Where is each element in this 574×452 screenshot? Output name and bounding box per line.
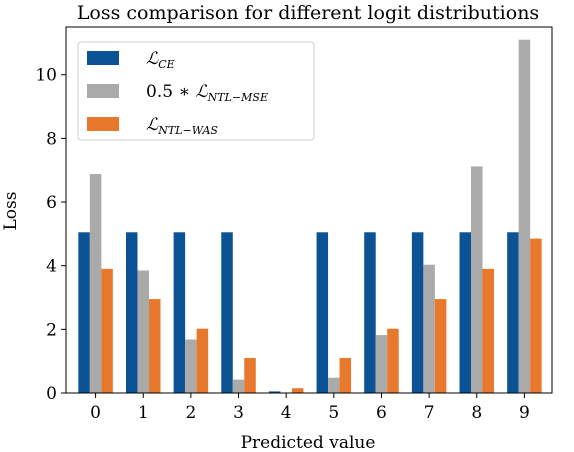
bar-series2-cat6: [387, 328, 399, 393]
y-tick-label-4: 4: [46, 257, 57, 277]
x-tick-label-7: 7: [424, 403, 435, 423]
bar-series0-cat2: [173, 232, 186, 393]
legend-label-2: ℒNTL−WAS: [146, 115, 218, 137]
bar-series2-cat7: [434, 299, 447, 393]
x-tick-label-3: 3: [233, 403, 244, 423]
bar-series2-cat8: [482, 268, 495, 393]
legend-swatch-0: [87, 51, 119, 65]
bar-series0-cat7: [411, 232, 424, 393]
y-tick-label-10: 10: [35, 66, 57, 86]
legend-swatch-2: [87, 117, 119, 131]
x-tick-label-8: 8: [471, 403, 482, 423]
bar-series2-cat4: [291, 388, 304, 393]
legend-label-1: 0.5 ∗ ℒNTL−MSE: [146, 82, 268, 104]
bar-series1-cat1: [137, 270, 149, 393]
legend-swatch-1: [87, 84, 119, 98]
x-tick-label-0: 0: [90, 403, 101, 423]
x-tick-label-9: 9: [519, 403, 530, 423]
x-tick-label-5: 5: [328, 403, 339, 423]
bar-series2-cat9: [530, 238, 542, 393]
bars-layer: [78, 39, 542, 393]
legend-box: [77, 41, 315, 141]
bar-series2-cat5: [339, 357, 352, 393]
bar-series0-cat9: [507, 232, 519, 393]
bar-series0-cat4: [268, 391, 281, 393]
x-tick-label-4: 4: [281, 403, 292, 423]
plot-frame: [65, 26, 553, 394]
bar-series2-cat1: [148, 299, 161, 393]
chart-title: Loss comparison for different logit dist…: [77, 2, 539, 24]
bar-series1-cat0: [89, 174, 102, 393]
x-tick-label-6: 6: [376, 403, 387, 423]
bar-series1-cat3: [232, 379, 245, 393]
y-tick-label-2: 2: [46, 320, 57, 340]
bar-series2-cat0: [101, 268, 113, 393]
bar-series0-cat1: [125, 232, 138, 393]
bar-series2-cat3: [244, 357, 256, 393]
bar-series1-cat9: [518, 39, 531, 393]
x-axis-title: Predicted value: [241, 433, 376, 452]
legend: ℒCE 0.5 ∗ ℒNTL−MSE ℒNTL−WAS: [77, 41, 315, 141]
bar-series1-cat2: [185, 339, 197, 393]
bar-series0-cat0: [78, 232, 90, 393]
bar-series1-cat7: [423, 264, 435, 393]
bar-series0-cat5: [316, 232, 329, 393]
x-tick-label-1: 1: [138, 403, 149, 423]
bar-series0-cat6: [364, 232, 376, 393]
x-axis-ticks: 0 1 2 3 4 5 6 7 8 9: [90, 393, 530, 423]
y-axis-title: Loss: [1, 192, 21, 231]
legend-label-0: ℒCE: [146, 49, 175, 71]
bar-series0-cat3: [221, 232, 233, 393]
y-tick-label-6: 6: [46, 193, 57, 213]
bar-series0-cat8: [459, 232, 472, 393]
bar-series1-cat5: [328, 377, 340, 393]
bar-series1-cat8: [471, 166, 483, 393]
bar-series1-cat6: [375, 335, 388, 393]
y-tick-label-0: 0: [46, 384, 57, 404]
x-tick-label-2: 2: [185, 403, 196, 423]
legend-items: ℒCE 0.5 ∗ ℒNTL−MSE ℒNTL−WAS: [87, 49, 268, 137]
bar-series2-cat2: [196, 328, 209, 393]
y-axis-ticks: 0 2 4 6 8 10: [35, 66, 66, 404]
y-tick-label-8: 8: [46, 129, 57, 149]
